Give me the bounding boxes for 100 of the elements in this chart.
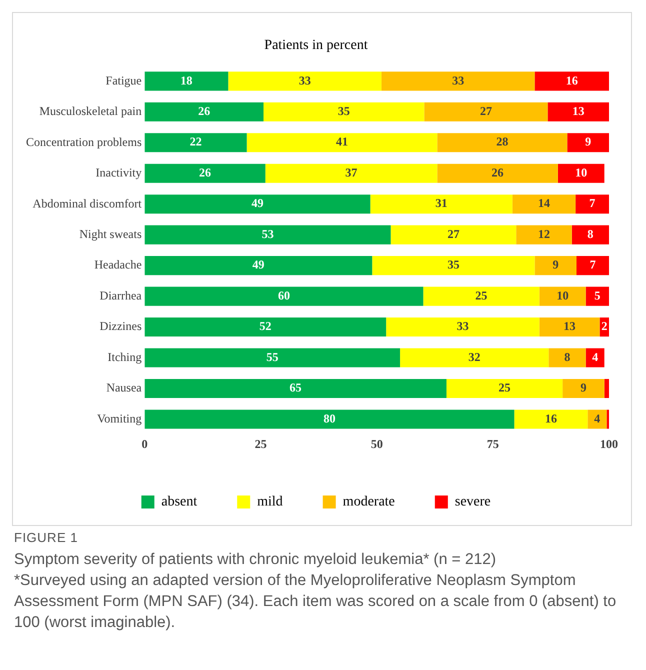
data-label: 41 [336,134,348,149]
data-label: 49 [251,196,264,210]
data-label: 31 [435,196,448,210]
data-label: 13 [564,319,576,334]
bar [437,164,558,183]
bar [588,410,607,429]
bar [516,225,572,244]
bar [576,194,609,214]
bar [144,256,372,276]
bar [572,225,609,244]
bar [576,256,609,276]
data-label: 10 [556,288,569,302]
bar [400,348,549,368]
bar [144,410,514,429]
x-tick-label: 25 [254,436,267,451]
y-tick-label: Night sweats [79,226,142,241]
x-tick-label: 75 [486,436,499,451]
bar [144,133,247,152]
data-label: 16 [566,73,578,88]
data-label: 12 [538,226,550,241]
bar [228,72,382,91]
bar [423,286,540,306]
bar [586,348,604,368]
bar [604,378,609,398]
data-label: 65 [290,380,302,395]
bar [144,194,370,214]
data-label: 8 [587,226,594,241]
bar [144,378,446,398]
legend-label: severe [454,494,491,510]
data-label: 26 [198,104,210,118]
data-label: 33 [452,73,464,88]
bar [372,256,535,276]
y-tick-label: Diarrhea [100,288,142,302]
data-label: 26 [492,165,504,180]
data-label: 4 [594,411,600,426]
bar [370,194,512,214]
caption: FIGURE 1 [14,530,79,545]
data-label: 7 [589,196,596,210]
bar [386,318,540,337]
data-label: 14 [538,196,550,210]
legend-label: absent [161,494,198,510]
data-label: 35 [447,258,460,272]
bar [567,133,609,152]
x-tick-label: 50 [370,436,383,451]
x-tick-label: 100 [600,436,618,451]
data-label: 27 [480,104,492,118]
bar [144,348,400,368]
y-tick-label: Concentration problems [26,134,142,149]
bar [265,164,438,183]
bar [144,318,386,337]
data-label: 9 [585,134,592,149]
y-tick-label: Inactivity [96,166,142,180]
bar [548,348,586,368]
data-label: 27 [447,226,460,241]
data-label: 16 [544,411,557,426]
bar [539,286,586,306]
data-label: 53 [262,226,274,241]
bar [586,286,609,306]
y-tick-label: Abdominal discomfort [32,196,142,210]
data-label: 35 [338,104,350,118]
data-label: 9 [552,258,559,272]
chart-title: Patients in percent [264,38,368,54]
data-label: 9 [580,380,586,395]
x-tick-label: 0 [142,436,148,451]
data-label: 22 [190,134,202,149]
y-tick-label: Dizzines [100,319,142,334]
data-label: 28 [496,134,508,149]
y-tick-label: Vomiting [97,411,142,426]
bar [264,102,424,122]
bar [446,378,563,398]
bar [558,164,604,183]
data-label: 33 [456,319,469,334]
legend-label: moderate [342,494,395,510]
data-label: 10 [575,165,588,180]
y-tick-label: Nausea [106,380,142,395]
data-label: 5 [594,288,600,302]
bar [548,102,609,122]
bar [534,72,609,91]
data-label: 55 [266,350,278,364]
data-label: 52 [259,319,272,334]
data-label: 18 [180,73,192,88]
data-label: 2 [601,319,608,334]
data-label: 80 [323,411,336,426]
bar [144,164,266,183]
bar [144,225,391,244]
bar [562,378,604,398]
bar [512,194,576,214]
data-label: 7 [590,258,596,272]
bar [424,102,548,122]
text: *Surveyed using an adapted version of the Myeloproliferative Neoplasm Symptom Assessment Form (MPN SAF) (34). Each item was scored on a scale from 0 (absent) to 100 (worst imaginable). [14,571,618,633]
y-tick-label: Headache [94,258,142,272]
bar [390,225,516,244]
bar [534,256,576,276]
data-label: 8 [564,350,570,364]
bar [144,72,228,91]
bar [381,72,535,91]
y-tick-label: Itching [108,350,142,364]
bar [144,102,264,122]
data-label: 60 [278,288,290,302]
bar [437,133,568,152]
